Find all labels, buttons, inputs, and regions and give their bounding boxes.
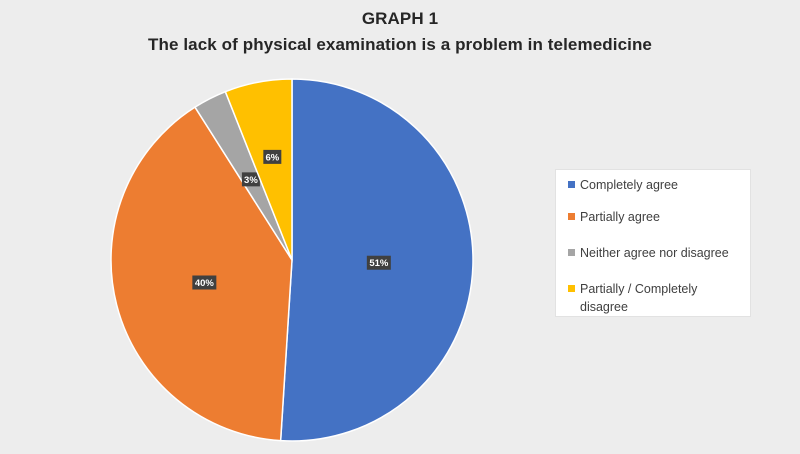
data-label-box <box>263 149 282 164</box>
legend-swatch <box>568 249 575 256</box>
data-label-text: 40% <box>195 278 215 289</box>
legend-label: Partially / Completely disagree <box>580 282 698 314</box>
data-label: 3% <box>241 172 260 187</box>
legend-item: Neither agree nor disagree <box>568 244 748 262</box>
legend-item: Completely agree <box>568 176 748 194</box>
data-label: 6% <box>263 149 282 164</box>
legend-swatch <box>568 285 575 292</box>
data-label-box <box>192 275 217 290</box>
pie-slice-partially-completely-disagree <box>224 78 293 261</box>
data-label: 40% <box>192 275 217 290</box>
data-label-text: 6% <box>265 152 279 163</box>
legend-label: Neither agree nor disagree <box>580 246 729 260</box>
legend-swatch <box>568 213 575 220</box>
chart-subtitle: The lack of physical examination is a pr… <box>148 35 652 54</box>
data-label-text: 51% <box>369 258 389 269</box>
legend: Completely agree Partially agree Neither a… <box>555 169 751 317</box>
legend-item: Partially / Completely disagree <box>568 280 748 316</box>
legend-label: Partially agree <box>580 210 660 224</box>
legend-item: Partially agree <box>568 208 748 226</box>
pie-slice-partially-agree <box>110 106 293 442</box>
data-label-text: 3% <box>244 175 258 186</box>
legend-swatch <box>568 181 575 188</box>
data-label-box <box>241 172 260 187</box>
chart-title: GRAPH 1 <box>361 9 439 28</box>
data-label-box <box>366 255 391 270</box>
legend-label: Completely agree <box>580 178 678 192</box>
data-label: 51% <box>366 255 391 270</box>
